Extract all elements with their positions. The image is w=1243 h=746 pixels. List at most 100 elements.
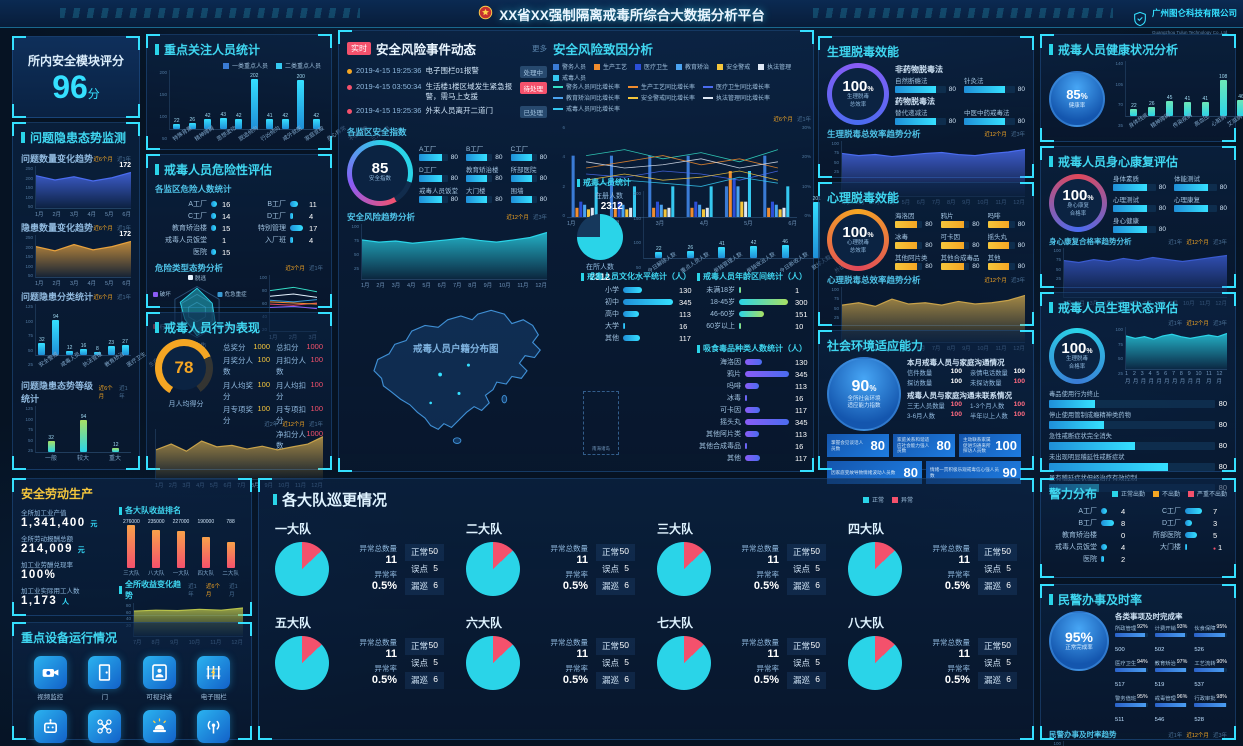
fence-icon [197,656,231,689]
time-range-tab[interactable]: 近12个月 [1186,732,1209,739]
time-range-tab[interactable]: 近6个月 [93,225,113,232]
device-item[interactable]: 电子围栏 [189,656,240,701]
squad-pie-chart [466,636,520,690]
index-label: 其他合成毒品 [940,255,980,262]
bar-value: 42 [235,112,242,119]
stat-label: 月人均扣分 [276,380,306,401]
bar-value: 43 [220,112,227,119]
legend-label: 医疗卫生 [644,65,669,71]
index-bar: 80 [964,85,1025,93]
panel-timely-rate: 民警办事及时率 95% 正常完成率 各类事项及时完成率 所政管理 92% 500 计费… [1040,584,1236,746]
x-axis-label: 9月 [1187,371,1194,385]
time-range-tab[interactable]: 近6个月 [93,294,113,301]
cause-line-legend: 警务人员同比增长率 生产工艺同比增长率 医疗卫生同比增长率 教育矫治同比增长率 安全警戒… [553,82,811,113]
time-range-tab[interactable]: 近1年 [1168,239,1183,246]
stat-value: 113 [679,309,691,319]
issue-level-bar-chart: 125 100 75 50 25 32 94 12 一般 较大 重大 [21,406,131,462]
time-range-tab[interactable]: 近12个月 [1186,321,1209,327]
time-range-tab[interactable]: 近6个月 [773,117,793,123]
squad-stat-label: 误点 [602,564,620,574]
stat-value: 151 [795,309,808,319]
y-axis-tick: 50 [1117,356,1123,362]
event-status-tag[interactable]: 待处理 [519,82,547,94]
stat-row: 月专项扣分 100 [276,404,323,426]
section-title: 戒毒人员文化水平统计（人） [581,271,693,282]
time-range-tab[interactable]: 近12个月 [984,278,1007,284]
time-range-tab[interactable]: 近3年 [1010,278,1025,284]
x-axis-label: 5月 [104,281,114,287]
device-item[interactable]: 广播 [189,710,240,746]
x-axis-label: 8月 [468,283,477,289]
time-range-tab[interactable]: 近1月 [229,584,238,598]
time-range-tab[interactable]: 近3年 [1212,732,1227,739]
time-range-tab[interactable]: 近1年 [188,584,197,598]
time-range-tab[interactable]: 近12个月 [984,132,1007,138]
squad-stat-value: 6 [433,674,438,684]
task-cell: 所政管理 92% 500 [1115,624,1148,656]
x-axis-label: 5月 [744,221,753,227]
device-item[interactable]: 报警 [134,710,185,746]
stat-label: 高中 [605,311,619,318]
panel-rehab-assessment: 戒毒人员身心康复评估 100% 身心康复 合格率 身体素质 80 体能测试 80 心理测试 8… [1040,146,1236,307]
header-decoration [813,8,1113,18]
time-range-tab[interactable]: 近6个月 [205,584,220,598]
index-label: 摇头丸 [987,234,1008,241]
time-range-tab[interactable]: 近3年 [1212,321,1227,327]
squad-stat-value: 6 [1006,674,1011,684]
time-range-tab[interactable]: 近3个月 [285,266,305,272]
device-item[interactable]: 巡逻机器人 [25,710,76,746]
device-item[interactable]: 可视对讲 [134,656,185,701]
time-range-tab[interactable]: 近1年 [1168,321,1183,327]
more-link[interactable]: 更多 [532,44,547,53]
chart-title: 隐患数量变化趋势 [21,223,94,233]
index-label: 围墙 [510,187,524,195]
task-cell: 医疗卫生 94% 517 [1115,659,1148,691]
time-range-tab[interactable]: 近3年 [1010,132,1025,138]
time-range-tab[interactable]: 近1年 [116,225,131,232]
x-axis-label: 6月 [788,221,797,227]
index-value: 80 [1219,184,1227,191]
time-range-tab[interactable]: 近1年 [116,294,131,301]
stat-bar [623,335,675,341]
police-badge-icon [478,5,493,23]
time-range-tab[interactable]: 近12个月 [506,214,529,221]
time-range-tab[interactable]: 近6个月 [98,386,113,400]
time-range-tabs: 近1年 近12个月 近3年 [1168,319,1227,327]
event-status-tag[interactable]: 处理中 [519,66,547,78]
time-range-tab[interactable]: 近2年 [264,422,279,428]
legend-swatch [553,107,563,110]
time-range-tab[interactable]: 近3年 [1212,239,1227,246]
event-status-tag[interactable]: 已处理 [519,105,547,118]
device-item[interactable]: 门 [80,656,131,701]
stat-bar [623,323,675,329]
squad-stat-value: 50 [1001,640,1011,650]
index-value: 80 [948,85,956,93]
panel-issue-monitor: 问题隐患态势监测 问题数量变化趋势 近6个月 近1年 250 200 150 100 50 1… [12,122,192,470]
detainee-pie-chart [577,214,623,260]
stat-value: 100 [310,404,323,413]
stat-bar-row: 大门楼 1 [1141,542,1227,552]
time-range-tab[interactable]: 近1年 [119,386,128,400]
time-range-tab[interactable]: 近6个月 [93,156,113,163]
time-range-tab[interactable]: 近3年 [532,214,547,221]
risk-trend-chart: 100 75 50 25 1月 2月 3月 4月 5月 6月 7月 8月 9月 10月 11月 12月 [347,223,547,289]
time-range-tabs: 近2年 近12个月 近1年 [264,420,323,428]
criteria-label: 毒品使用行为终止 [1049,391,1100,398]
time-range-tab[interactable]: 近1年 [308,422,323,428]
device-item[interactable]: 视频监控 [25,656,76,701]
stat-label: 吗啡 [727,383,741,390]
time-range-tab[interactable]: 近1年 [796,117,811,123]
time-range-tab[interactable]: 近1年 [308,266,323,272]
device-item[interactable]: 无人机 [80,710,131,746]
time-range-tab[interactable]: 近12个月 [282,422,305,428]
time-range-tab[interactable]: 近1年 [116,156,131,163]
section-title: 吸食毒品种类人数统计（人） [697,343,809,354]
time-range-tab[interactable]: 近12个月 [1186,239,1209,246]
y-axis-tick: 250 [25,235,33,240]
labor-stat-label: 加工业劳酬兑现率 [21,562,73,569]
section-title: 戒毒人员与家庭沟通未联系情况 [907,391,1012,400]
time-range-tab[interactable]: 近1年 [1168,732,1183,739]
stat-bar-row: 大学 16 [581,321,693,331]
time-range-tabs: 近1年 近12个月 近3年 [1168,731,1227,739]
bar-column: 45 [1162,61,1178,116]
